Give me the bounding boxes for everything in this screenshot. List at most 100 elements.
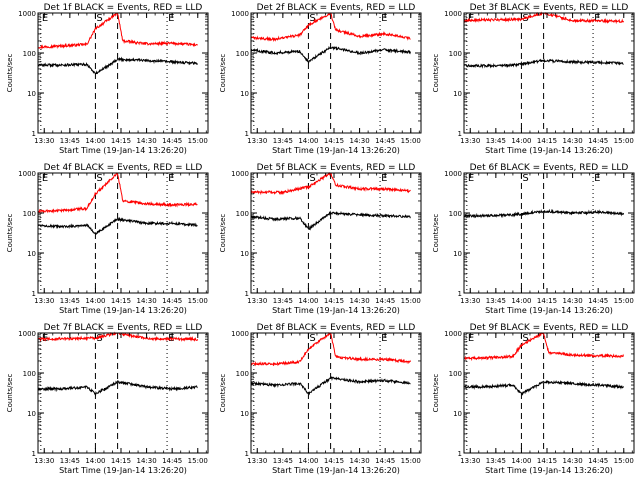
x-axis-label: Start Time (19-Jan-14 13:26:20) bbox=[59, 146, 187, 155]
y-tick-label: 100 bbox=[23, 370, 36, 378]
panel-title: Det 7f BLACK = Events, RED = LLD bbox=[44, 323, 203, 333]
x-tick-label: 14:15 bbox=[324, 297, 344, 305]
series-black bbox=[463, 379, 624, 396]
x-tick-label: 14:00 bbox=[298, 457, 318, 465]
y-tick-label: 1 bbox=[32, 130, 36, 138]
y-axis-label: Counts/sec bbox=[219, 214, 227, 253]
x-axis-label: Start Time (19-Jan-14 13:26:20) bbox=[59, 306, 187, 315]
y-tick-label: 1 bbox=[245, 130, 249, 138]
panel-det-8: Det 8f BLACK = Events, RED = LLD Counts/s… bbox=[219, 323, 422, 475]
y-tick-label: 10 bbox=[453, 250, 462, 258]
y-axis-label: Counts/sec bbox=[6, 214, 14, 253]
y-tick-label: 1000 bbox=[231, 170, 249, 178]
x-tick-label: 14:00 bbox=[298, 297, 318, 305]
panel-title: Det 2f BLACK = Events, RED = LLD bbox=[257, 3, 416, 13]
panel-title: Det 9f BLACK = Events, RED = LLD bbox=[470, 323, 629, 333]
x-axis-label: Start Time (19-Jan-14 13:26:20) bbox=[485, 466, 613, 475]
marker-label: E bbox=[468, 173, 474, 184]
x-tick-label: 13:30 bbox=[34, 137, 54, 145]
plot-frame bbox=[250, 172, 422, 294]
y-tick-label: 100 bbox=[449, 370, 462, 378]
x-tick-label: 14:00 bbox=[511, 297, 531, 305]
panel-title: Det 6f BLACK = Events, RED = LLD bbox=[470, 163, 629, 173]
y-tick-label: 100 bbox=[449, 210, 462, 218]
y-tick-label: 100 bbox=[236, 50, 249, 58]
x-tick-label: 15:00 bbox=[401, 297, 421, 305]
plot-frame bbox=[463, 172, 635, 294]
x-axis-label: Start Time (19-Jan-14 13:26:20) bbox=[485, 146, 613, 155]
x-tick-label: 14:45 bbox=[162, 457, 182, 465]
marker-label: E bbox=[42, 173, 48, 184]
marker-label: S bbox=[522, 173, 528, 184]
plot-frame bbox=[250, 332, 422, 454]
panel-title: Det 5f BLACK = Events, RED = LLD bbox=[257, 163, 416, 173]
marker-label: E bbox=[381, 173, 387, 184]
panel-det-6: Det 6f BLACK = Events, RED = LLD Counts/s… bbox=[432, 163, 635, 315]
x-tick-label: 13:45 bbox=[486, 137, 506, 145]
x-tick-label: 14:30 bbox=[350, 297, 370, 305]
x-tick-label: 15:00 bbox=[614, 297, 634, 305]
panel-title: Det 1f BLACK = Events, RED = LLD bbox=[44, 3, 203, 13]
x-tick-label: 14:15 bbox=[111, 457, 131, 465]
marker-label: S bbox=[309, 173, 315, 184]
plot-frame bbox=[250, 12, 422, 134]
x-tick-label: 13:30 bbox=[247, 297, 267, 305]
x-tick-label: 13:45 bbox=[273, 297, 293, 305]
y-tick-label: 100 bbox=[236, 210, 249, 218]
plot-frame bbox=[37, 172, 209, 294]
y-axis-label: Counts/sec bbox=[6, 54, 14, 93]
series-black bbox=[250, 210, 411, 231]
series-black bbox=[250, 376, 411, 396]
series-black bbox=[37, 216, 198, 235]
y-tick-label: 1 bbox=[245, 450, 249, 458]
plot-frame bbox=[463, 12, 635, 134]
x-tick-label: 14:45 bbox=[375, 457, 395, 465]
x-tick-label: 13:30 bbox=[460, 137, 480, 145]
x-tick-label: 14:15 bbox=[537, 297, 557, 305]
series-black bbox=[463, 58, 624, 69]
y-tick-label: 10 bbox=[453, 410, 462, 418]
series-red bbox=[37, 12, 198, 50]
x-tick-label: 13:45 bbox=[273, 457, 293, 465]
marker-label: E bbox=[381, 333, 387, 344]
panel-det-9: Det 9f BLACK = Events, RED = LLD Counts/s… bbox=[432, 323, 635, 475]
x-tick-label: 14:45 bbox=[588, 297, 608, 305]
y-axis-label: Counts/sec bbox=[219, 374, 227, 413]
marker-label: E bbox=[468, 13, 474, 24]
x-axis-label: Start Time (19-Jan-14 13:26:20) bbox=[272, 306, 400, 315]
y-tick-label: 100 bbox=[23, 50, 36, 58]
x-tick-label: 14:30 bbox=[563, 297, 583, 305]
y-tick-label: 100 bbox=[23, 210, 36, 218]
marker-label: E bbox=[42, 13, 48, 24]
x-tick-label: 13:30 bbox=[247, 137, 267, 145]
y-tick-label: 10 bbox=[240, 410, 249, 418]
panel-det-3: Det 3f BLACK = Events, RED = LLD Counts/s… bbox=[432, 3, 635, 155]
x-tick-label: 14:00 bbox=[511, 457, 531, 465]
x-tick-label: 13:30 bbox=[247, 457, 267, 465]
x-axis-label: Start Time (19-Jan-14 13:26:20) bbox=[59, 466, 187, 475]
y-tick-label: 1 bbox=[458, 130, 462, 138]
x-tick-label: 14:30 bbox=[563, 457, 583, 465]
x-tick-label: 13:30 bbox=[34, 457, 54, 465]
x-tick-label: 13:30 bbox=[460, 297, 480, 305]
plot-frame bbox=[37, 332, 209, 454]
x-tick-label: 14:15 bbox=[324, 137, 344, 145]
series-black bbox=[250, 45, 411, 64]
x-tick-label: 15:00 bbox=[401, 137, 421, 145]
x-tick-label: 14:15 bbox=[111, 297, 131, 305]
y-tick-label: 100 bbox=[449, 50, 462, 58]
panel-title: Det 4f BLACK = Events, RED = LLD bbox=[44, 163, 203, 173]
y-axis-label: Counts/sec bbox=[219, 54, 227, 93]
x-tick-label: 14:45 bbox=[375, 297, 395, 305]
x-tick-label: 13:30 bbox=[460, 457, 480, 465]
x-tick-label: 14:00 bbox=[85, 457, 105, 465]
x-axis-label: Start Time (19-Jan-14 13:26:20) bbox=[485, 306, 613, 315]
x-tick-label: 14:45 bbox=[162, 137, 182, 145]
x-tick-label: 15:00 bbox=[188, 297, 208, 305]
x-axis-label: Start Time (19-Jan-14 13:26:20) bbox=[272, 146, 400, 155]
y-tick-label: 10 bbox=[240, 250, 249, 258]
panel-det-4: Det 4f BLACK = Events, RED = LLD Counts/s… bbox=[6, 163, 209, 315]
marker-label: E bbox=[468, 333, 474, 344]
x-tick-label: 15:00 bbox=[614, 457, 634, 465]
